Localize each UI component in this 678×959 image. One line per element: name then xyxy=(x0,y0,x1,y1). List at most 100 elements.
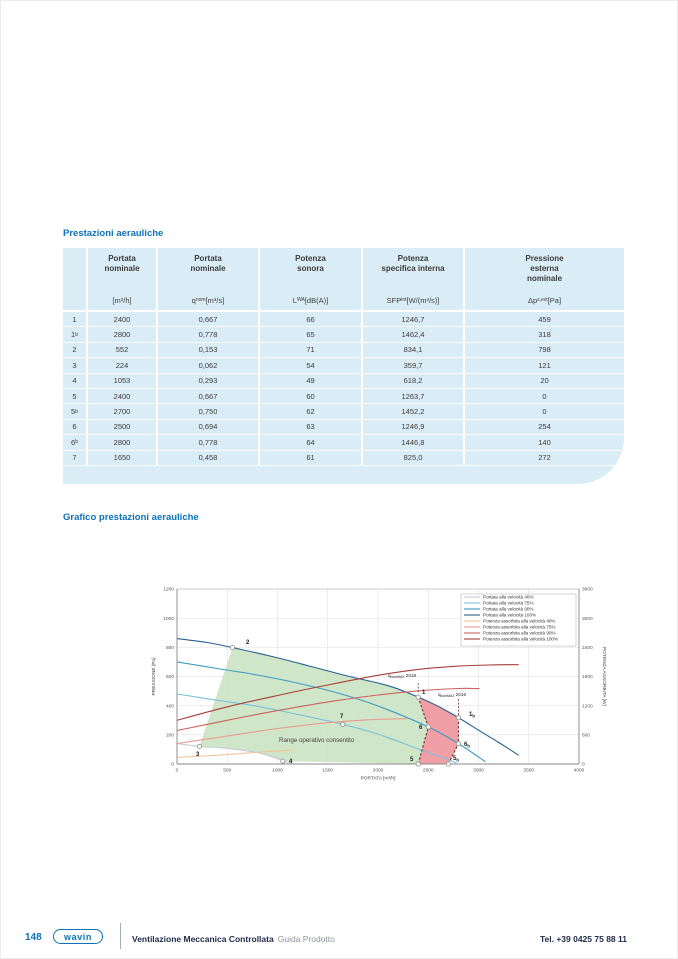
legend-label-1: Portata alla velocità 75% xyxy=(483,601,534,606)
legend-label-5: Potenza assorbita alla velocità 75% xyxy=(483,625,556,630)
y-right-tick-label: 3000 xyxy=(582,616,593,622)
table-cell: 2400 xyxy=(88,312,156,328)
table-cell: 1452,2 xyxy=(363,404,463,420)
operating-point-1b xyxy=(455,715,461,721)
x-tick-label: 3000 xyxy=(473,768,484,774)
y-left-tick-label: 1000 xyxy=(163,616,174,622)
region-range-operativo-consentito xyxy=(199,647,429,764)
table-cell: 66 xyxy=(260,312,361,328)
column-unit: SFP int [W/(m³/s)] xyxy=(363,290,463,312)
table-cell: 0 xyxy=(465,404,624,420)
y-left-tick-label: 800 xyxy=(166,645,174,651)
x-tick-label: 2500 xyxy=(423,768,434,774)
table-cell: 272 xyxy=(465,450,624,466)
column-title xyxy=(63,248,86,290)
operating-point-label-4: 4 xyxy=(289,759,293,765)
table-cell: 459 xyxy=(465,312,624,328)
table-cell: 61 xyxy=(260,450,361,466)
footer-subtitle: Guida Prodotto xyxy=(277,934,335,944)
table-cell: 0,667 xyxy=(158,388,258,405)
column-title: Potenza specifica interna xyxy=(363,248,463,290)
region-zona-estensione-2016 xyxy=(418,697,459,764)
footer-title-bold: Ventilazione Meccanica Controllata xyxy=(132,934,274,944)
table-cell: 65 xyxy=(260,327,361,343)
operating-point-2 xyxy=(229,645,235,651)
operating-point-label-7: 7 xyxy=(340,714,344,720)
y-right-tick-label: 3600 xyxy=(582,587,593,593)
table-cell: 224 xyxy=(88,358,156,374)
operating-point-label-6: 6 xyxy=(419,725,423,731)
operating-point-label-2: 2 xyxy=(246,640,250,646)
table-cell: 71 xyxy=(260,342,361,359)
row-id: 5 xyxy=(63,388,86,405)
x-tick-label: 500 xyxy=(223,768,231,774)
x-axis-title: PORTATA [m³/h] xyxy=(361,776,396,782)
table-cell: 0,293 xyxy=(158,373,258,389)
row-id: 3 xyxy=(63,358,86,374)
table-cell: 1246,9 xyxy=(363,419,463,436)
column-title: Pressione esterna nominale xyxy=(465,248,624,290)
range-operativo-label: Range operativo consentito xyxy=(279,737,355,744)
table-cell: 20 xyxy=(465,373,624,389)
operating-point-5 xyxy=(415,761,421,767)
column-unit: L WA [dB(A)] xyxy=(260,290,361,312)
x-tick-label: 0 xyxy=(176,768,179,774)
y-left-tick-label: 1200 xyxy=(163,587,174,593)
table-cell: 1650 xyxy=(88,450,156,466)
series-line-2 xyxy=(176,661,486,763)
y-right-tick-label: 600 xyxy=(582,733,590,739)
operating-point-label-5b: 5b xyxy=(453,756,459,762)
legend-label-7: Potenza assorbita alla velocità 100% xyxy=(483,637,558,642)
table-cell: 54 xyxy=(260,358,361,374)
table-cell: 0 xyxy=(465,388,624,405)
footer-document-title: Ventilazione Meccanica Controllata Guida … xyxy=(132,934,335,944)
operating-point-7 xyxy=(340,721,346,727)
operating-point-label-1: 1 xyxy=(422,690,426,696)
table-cell: 798 xyxy=(465,342,624,359)
table-cell: 2500 xyxy=(88,419,156,436)
table-cell: 0,062 xyxy=(158,358,258,374)
row-id: 1 xyxy=(63,312,86,328)
series-line-6 xyxy=(176,687,480,732)
table-cell: 2400 xyxy=(88,388,156,405)
operating-point-5b xyxy=(445,761,451,767)
y-right-axis-title: POTENZA ASSORBITA [W] xyxy=(601,647,607,706)
table-cell: 0,694 xyxy=(158,419,258,436)
table-cell: 0,458 xyxy=(158,450,258,466)
table-cell: 552 xyxy=(88,342,156,359)
table-cell: 60 xyxy=(260,388,361,405)
table-cell: 359,7 xyxy=(363,358,463,374)
table-cell: 121 xyxy=(465,358,624,374)
column-unit: Δp s,ext [Pa] xyxy=(465,290,624,312)
x-tick-label: 2000 xyxy=(373,768,384,774)
operating-point-label-3: 3 xyxy=(196,752,200,758)
y-left-tick-label: 600 xyxy=(166,674,174,680)
table-cell: 318 xyxy=(465,327,624,343)
y-left-tick-label: 400 xyxy=(166,703,174,709)
table-cell: 834,1 xyxy=(363,342,463,359)
y-right-tick-label: 1800 xyxy=(582,674,593,680)
x-tick-label: 1500 xyxy=(322,768,333,774)
footer-phone: Tel. +39 0425 75 88 11 xyxy=(539,934,627,944)
legend-label-6: Potenza assorbita alla velocità 90% xyxy=(483,631,556,636)
row-id: 4 xyxy=(63,373,86,389)
legend-box xyxy=(460,593,577,647)
operating-point-6 xyxy=(425,724,431,730)
table-cell: 825,0 xyxy=(363,450,463,466)
legend-label-4: Potenza assorbita alla velocità 40% xyxy=(483,619,556,624)
series-line-7 xyxy=(176,664,519,721)
y-right-tick-label: 0 xyxy=(582,762,585,768)
performance-chart: qnomMAX 2018 qnomMAX 2016 Range operativo … xyxy=(151,587,607,782)
y-left-tick-label: 0 xyxy=(171,762,174,768)
table-cell: 49 xyxy=(260,373,361,389)
column-unit: [m³/h] xyxy=(88,290,156,312)
row-id: 6 xyxy=(63,419,86,436)
table-cell: 1462,4 xyxy=(363,327,463,343)
row-id: 2 xyxy=(63,342,86,359)
table-cell: 64 xyxy=(260,435,361,451)
column-unit: q nom [m³/s] xyxy=(158,290,258,312)
